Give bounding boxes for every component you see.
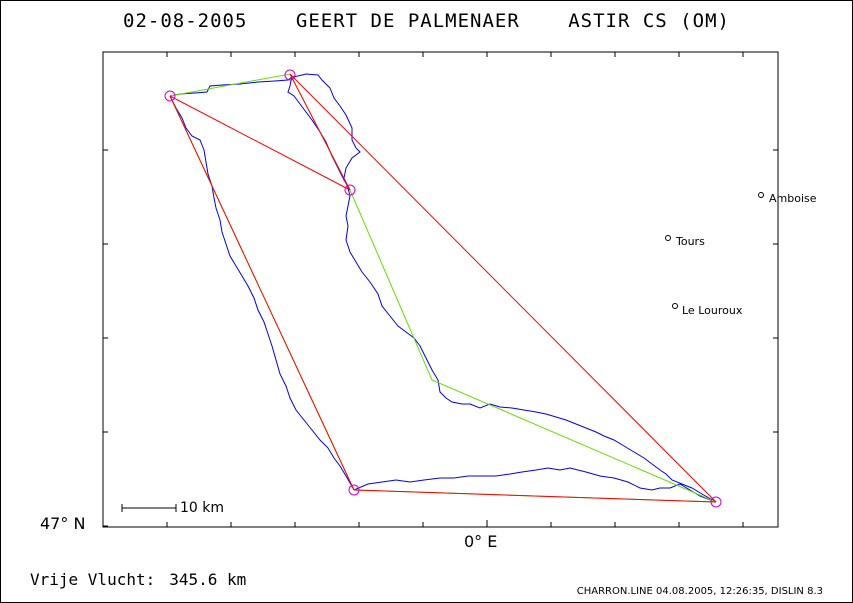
latitude-label: 47° N — [40, 514, 86, 533]
optimized-route — [169, 73, 717, 503]
task-lines — [169, 73, 717, 503]
plot-frame — [102, 51, 779, 528]
left-ticks — [103, 149, 108, 527]
title-pilot: GEERT DE PALMENAER — [295, 10, 520, 32]
title-glider: ASTIR CS (OM) — [568, 10, 730, 32]
scale-bar — [121, 504, 177, 512]
turnpoint-1 — [164, 90, 176, 102]
footer-info: CHARRON.LINE 04.08.2005, 12:26:35, DISLI… — [576, 586, 823, 597]
right-ticks — [773, 149, 778, 433]
longitude-label: 0° E — [464, 532, 498, 551]
turnpoint-2 — [284, 69, 296, 81]
city-marker-le-louroux — [672, 303, 678, 309]
turnpoint-3 — [344, 184, 356, 196]
title-date: 02-08-2005 — [123, 10, 248, 32]
top-ticks — [166, 52, 744, 57]
bottom-ticks — [166, 520, 744, 527]
city-label-tours: Tours — [676, 235, 705, 248]
turnpoint-5 — [348, 484, 360, 496]
city-label-amboise: Amboise — [769, 192, 817, 205]
city-marker-amboise — [758, 192, 764, 198]
chart-title: 02-08-2005 GEERT DE PALMENAER ASTIR CS (… — [0, 10, 853, 32]
turnpoint-4 — [710, 496, 722, 508]
city-label-le-louroux: Le Louroux — [682, 304, 743, 317]
flight-track — [169, 73, 717, 503]
city-marker-tours — [665, 235, 671, 241]
scale-label: 10 km — [180, 500, 225, 516]
distance-label: Vrije Vlucht: — [30, 570, 156, 589]
flight-distance: Vrije Vlucht: 345.6 km — [30, 570, 246, 589]
distance-value: 345.6 km — [169, 570, 247, 589]
turnpoints — [164, 69, 722, 508]
city-markers — [665, 192, 764, 309]
